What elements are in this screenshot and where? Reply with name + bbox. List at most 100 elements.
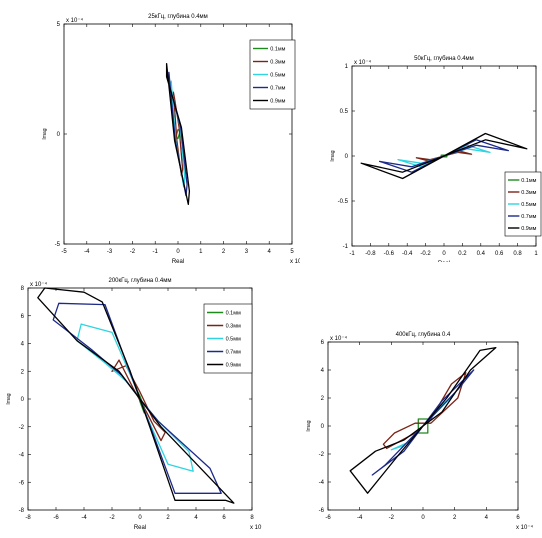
legend-label: 0.1мм <box>270 47 285 53</box>
chart-panel-25khz: 25кГц, глубина 0.4мм -5 -4 -3 -2 -1 0 1 2 3 4 5 -5 0 5… <box>0 0 308 265</box>
x-tick-label: 0.2 <box>458 251 467 257</box>
y-tick-label: -6 <box>19 480 25 486</box>
y-exponent-label: x 10⁻⁴ <box>66 17 84 24</box>
x-tick-label: 2 <box>222 249 226 255</box>
x-tick-label: 0 <box>176 249 180 255</box>
x-tick-label: -4 <box>81 515 87 521</box>
y-tick-label: 0 <box>21 397 25 403</box>
x-tick-label: -1 <box>349 251 355 257</box>
y-axis-label: Imag <box>6 393 12 404</box>
chart-panel-50khz: 50кГц, глубина 0.4мм -1 -0.8 -0.6 -0.4 -0.2 0 0… <box>310 52 542 267</box>
y-tick-label: -4 <box>319 480 325 486</box>
x-tick-label: -2 <box>130 249 136 255</box>
legend-label: 0.7мм <box>521 214 536 220</box>
legend-label: 0.3мм <box>270 60 285 66</box>
x-tick-label: 1 <box>199 249 203 255</box>
y-exponent-label: x 10⁻⁴ <box>330 335 348 342</box>
x-tick-label: 8 <box>250 515 254 521</box>
y-tick-label: 4 <box>321 368 325 374</box>
legend-label: 0.9мм <box>270 99 285 105</box>
legend-label: 0.3мм <box>521 190 536 196</box>
chart-title: 200кГц, глубина 0.4мм <box>109 278 172 284</box>
y-tick-label: -5 <box>55 242 61 248</box>
chart-25khz: 25кГц, глубина 0.4мм -5 -4 -3 -2 -1 0 1 2 3 4 5 -5 0 5… <box>42 14 308 265</box>
chart-title: 400кГц, глубина 0.4 <box>396 332 451 338</box>
series-line-3 <box>371 369 475 476</box>
y-tick-label: 8 <box>21 286 25 292</box>
series-line-09 <box>360 132 528 180</box>
x-tick-label: 4 <box>268 249 272 255</box>
x-tick-label: -8 <box>25 515 31 521</box>
y-axis-label: Imag <box>330 150 336 161</box>
x-tick-label: -6 <box>53 515 59 521</box>
legend-label: 0.9мм <box>521 226 536 232</box>
x-tick-label: -0.8 <box>365 251 376 257</box>
x-tick-label: 2 <box>166 515 170 521</box>
x-tick-label: -5 <box>61 249 67 255</box>
y-tick-label: 5 <box>57 22 61 28</box>
x-tick-label: -0.2 <box>420 251 431 257</box>
y-tick-label: 2 <box>21 369 25 375</box>
x-tick-label: 0.4 <box>477 251 486 257</box>
legend-label: 0.1мм <box>226 311 241 317</box>
x-tick-label: 0 <box>442 251 446 257</box>
legend-label: 0.9мм <box>226 363 241 369</box>
y-tick-label: 0.5 <box>340 109 349 115</box>
y-tick-label: -6 <box>319 508 325 514</box>
x-tick-label: 2 <box>453 515 457 521</box>
x-tick-label: 1 <box>534 251 538 257</box>
y-tick-label: 6 <box>21 314 25 320</box>
chart-title: 25кГц, глубина 0.4мм <box>148 14 208 20</box>
legend-label: 0.5мм <box>270 73 285 79</box>
x-tick-label: 4 <box>485 515 489 521</box>
x-exponent-label: x 10⁻⁴ <box>250 524 262 531</box>
legend: 0.1мм 0.3мм 0.5мм 0.7мм 0.9мм <box>203 303 253 374</box>
y-tick-label: 0 <box>321 424 325 430</box>
legend-label: 0.5мм <box>521 202 536 208</box>
chart-panel-200khz: 200кГц, глубина 0.4мм -8 -6 -4 -2 0 2 4 6 8 -8 -6 -4… <box>0 268 268 533</box>
y-tick-label: -8 <box>19 508 25 514</box>
x-tick-label: 0 <box>138 515 142 521</box>
legend-label: 0.3мм <box>226 324 241 330</box>
x-tick-label: 0 <box>421 515 425 521</box>
y-tick-label: -2 <box>319 452 325 458</box>
x-tick-label: -0.6 <box>384 251 395 257</box>
chart-400khz: 400кГц, глубина 0.4 -6 -4 -2 0 2 4 6 -6 -4 -2 0 2 4 6 I… <box>306 332 534 531</box>
x-tick-label: -0.4 <box>402 251 413 257</box>
series-line-4 <box>349 346 497 494</box>
chart-50khz: 50кГц, глубина 0.4мм -1 -0.8 -0.6 -0.4 -0.2 0 0… <box>330 56 542 267</box>
chart-title: 50кГц, глубина 0.4мм <box>414 56 474 62</box>
chart-200khz: 200кГц, глубина 0.4мм -8 -6 -4 -2 0 2 4 6 8 -8 -6 -4… <box>6 278 268 531</box>
x-tick-label: -4 <box>357 515 363 521</box>
x-tick-label: 4 <box>194 515 198 521</box>
y-tick-label: 1 <box>345 64 349 70</box>
y-tick-label: -1 <box>343 244 349 250</box>
legend-label: 0.7мм <box>270 86 285 92</box>
y-axis-label: Imag <box>306 420 312 431</box>
y-tick-label: -4 <box>19 453 25 459</box>
y-exponent-label: x 10⁻⁴ <box>354 59 372 66</box>
x-tick-label: 0.6 <box>495 251 504 257</box>
y-tick-label: 6 <box>321 340 325 346</box>
y-tick-label: 4 <box>21 342 25 348</box>
legend-box <box>504 171 542 237</box>
x-tick-label: 5 <box>290 249 294 255</box>
y-tick-label: 0 <box>57 132 61 138</box>
y-tick-label: -0.5 <box>338 199 349 205</box>
y-exponent-label: x 10⁻⁴ <box>30 281 48 288</box>
x-tick-label: -3 <box>107 249 113 255</box>
chart-panel-400khz: 400кГц, глубина 0.4 -6 -4 -2 0 2 4 6 -6 -4 -2 0 2 4 6 I… <box>298 322 542 533</box>
x-exponent-label: x 10⁻⁴ <box>290 258 300 265</box>
x-axis-label: Real <box>134 525 146 531</box>
series-line-07 <box>378 139 510 173</box>
x-tick-label: 3 <box>245 249 249 255</box>
x-tick-label: -1 <box>153 249 159 255</box>
y-tick-label: 2 <box>321 396 325 402</box>
legend-label: 0.7мм <box>226 350 241 356</box>
x-tick-label: -4 <box>84 249 90 255</box>
x-tick-label: -2 <box>389 515 395 521</box>
legend-label: 0.1мм <box>521 178 536 184</box>
legend: 0.1мм 0.3мм 0.5мм 0.7мм 0.9мм <box>249 39 296 110</box>
y-axis-label: Imag <box>42 128 48 139</box>
y-tick-label: -2 <box>19 425 25 431</box>
